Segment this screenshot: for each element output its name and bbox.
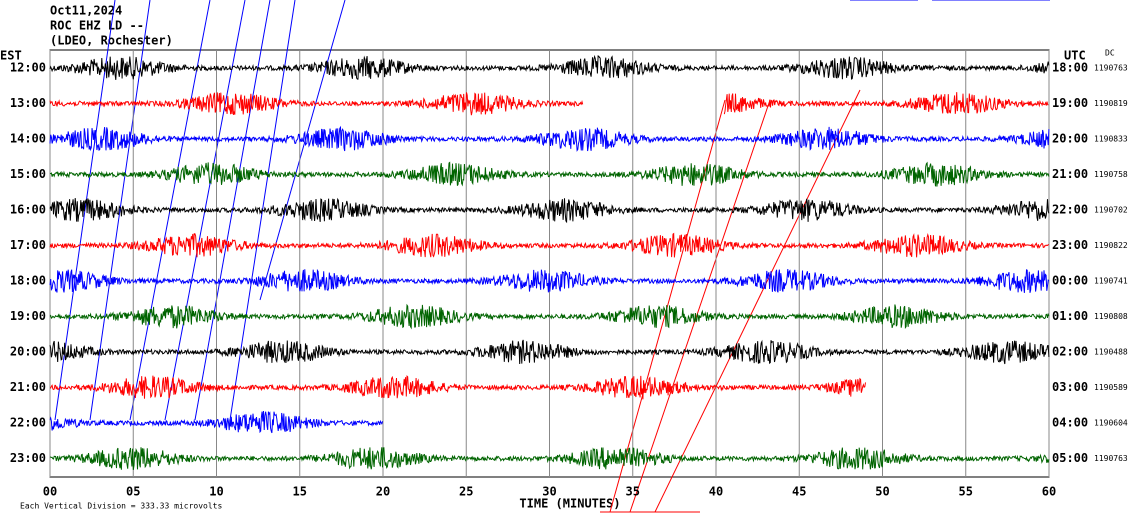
left-time-label: 22:00 bbox=[10, 416, 46, 430]
left-time-label: 18:00 bbox=[10, 274, 46, 288]
left-time-label: 13:00 bbox=[10, 96, 46, 110]
dc-value: 1190604 bbox=[1094, 419, 1128, 428]
right-time-label: 19:00 bbox=[1052, 96, 1088, 110]
title: Oct11,2024 bbox=[50, 4, 122, 18]
stray-line bbox=[259, 0, 346, 301]
dc-value: 1190702 bbox=[1094, 206, 1128, 215]
left-time-label: 12:00 bbox=[10, 61, 46, 75]
dc-value: 1190833 bbox=[1094, 135, 1128, 144]
left-time-label: 17:00 bbox=[10, 238, 46, 252]
left-time-label: 14:00 bbox=[10, 132, 46, 146]
left-time-label: 19:00 bbox=[10, 309, 46, 323]
left-time-label: 21:00 bbox=[10, 380, 46, 394]
seismic-trace bbox=[49, 197, 1050, 224]
seismic-trace bbox=[49, 268, 1050, 293]
seismic-trace bbox=[49, 339, 1050, 365]
left-time-label: 15:00 bbox=[10, 167, 46, 181]
x-axis-label: TIME (MINUTES) bbox=[519, 497, 620, 511]
seismic-trace bbox=[50, 375, 866, 400]
left-axis-label: EST bbox=[0, 49, 22, 63]
scale-note: Each Vertical Division = 333.33 microvol… bbox=[20, 502, 222, 511]
x-tick-label: 25 bbox=[459, 485, 473, 499]
dc-value: 1190763 bbox=[1094, 64, 1128, 73]
right-time-label: 18:00 bbox=[1052, 61, 1088, 75]
seismic-trace bbox=[49, 92, 584, 116]
station: ROC EHZ LD -- bbox=[50, 19, 144, 33]
x-tick-label: 20 bbox=[376, 485, 390, 499]
right-time-label: 20:00 bbox=[1052, 132, 1088, 146]
dc-value: 1190741 bbox=[1094, 277, 1128, 286]
right-time-label: 23:00 bbox=[1052, 238, 1088, 252]
right-time-label: 21:00 bbox=[1052, 167, 1088, 181]
stray-line bbox=[654, 89, 861, 513]
seismic-trace bbox=[49, 54, 1050, 80]
stray-line bbox=[164, 0, 246, 421]
right-time-label: 02:00 bbox=[1052, 345, 1088, 359]
x-tick-label: 50 bbox=[875, 485, 889, 499]
left-time-label: 20:00 bbox=[10, 345, 46, 359]
stray-line bbox=[629, 99, 771, 513]
dc-value: 1190763 bbox=[1094, 454, 1128, 463]
source: (LDEO, Rochester) bbox=[50, 34, 173, 48]
dc-value: 1190589 bbox=[1094, 383, 1128, 392]
seismic-trace bbox=[49, 410, 383, 434]
seismic-trace bbox=[49, 232, 1050, 258]
x-tick-label: 55 bbox=[959, 485, 973, 499]
right-time-label: 05:00 bbox=[1052, 451, 1088, 465]
seismic-trace bbox=[49, 161, 1050, 187]
x-tick-label: 10 bbox=[209, 485, 223, 499]
dc-value: 1190488 bbox=[1094, 348, 1128, 357]
seismic-trace bbox=[49, 447, 1050, 470]
x-tick-label: 00 bbox=[43, 485, 57, 499]
dc-value: 1190758 bbox=[1094, 170, 1128, 179]
right-time-label: 03:00 bbox=[1052, 380, 1088, 394]
seismic-trace bbox=[49, 125, 1050, 152]
left-time-label: 16:00 bbox=[10, 203, 46, 217]
right-time-label: 00:00 bbox=[1052, 274, 1088, 288]
dc-value: 1190808 bbox=[1094, 312, 1128, 321]
x-tick-label: 35 bbox=[626, 485, 640, 499]
dc-label: DC bbox=[1105, 49, 1115, 58]
x-tick-label: 15 bbox=[293, 485, 307, 499]
stray-line bbox=[609, 99, 726, 513]
right-time-label: 04:00 bbox=[1052, 416, 1088, 430]
right-time-label: 01:00 bbox=[1052, 309, 1088, 323]
seismic-trace bbox=[723, 92, 1049, 115]
x-tick-label: 40 bbox=[709, 485, 723, 499]
x-tick-label: 45 bbox=[792, 485, 806, 499]
dc-value: 1190819 bbox=[1094, 99, 1128, 108]
x-tick-label: 05 bbox=[126, 485, 140, 499]
seismic-trace bbox=[49, 303, 1050, 330]
dc-value: 1190822 bbox=[1094, 241, 1128, 250]
right-axis-label: UTC bbox=[1064, 49, 1086, 63]
right-time-label: 22:00 bbox=[1052, 203, 1088, 217]
x-tick-label: 30 bbox=[542, 485, 556, 499]
left-time-label: 23:00 bbox=[10, 451, 46, 465]
x-tick-label: 60 bbox=[1042, 485, 1056, 499]
